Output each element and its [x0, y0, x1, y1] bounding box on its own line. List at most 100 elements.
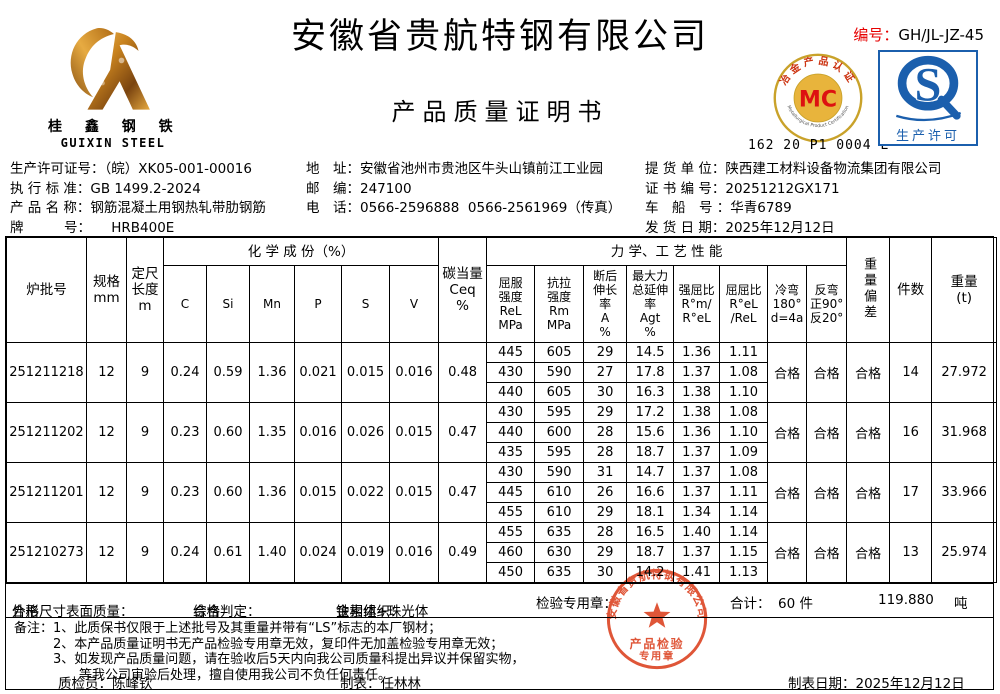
table-cell: 600: [534, 422, 585, 443]
preparer-signature: 制表：任林林: [340, 676, 421, 692]
table-cell: 28: [583, 422, 628, 443]
table-cell: 1.14: [719, 522, 769, 543]
info-label: 提 货 单 位：: [645, 161, 726, 177]
table-cell: 合格: [767, 402, 808, 463]
header-cold-bend: 冷弯 180° d=4a: [767, 265, 808, 343]
table-cell: 0.23: [163, 402, 207, 463]
header-pieces: 件数: [889, 237, 933, 343]
info-label: 生产许可证号：: [10, 161, 105, 177]
info-value: 20251212GX171: [725, 180, 840, 197]
table-cell: 9: [126, 342, 164, 403]
table-cell: 610: [534, 482, 585, 503]
table-cell: 17: [889, 462, 933, 523]
header-ceq: 碳当量 Ceq %: [438, 237, 488, 343]
table-cell: 14.2: [626, 562, 675, 583]
header-chem-Si: Si: [206, 265, 250, 343]
table-row: 251211202 12 9 0.23 0.60 1.35 0.016 0.026 0.015 0…: [6, 402, 998, 463]
table-cell: 0.015: [341, 342, 390, 403]
qs-badge-icon: S: [895, 55, 962, 122]
table-cell: 1.40: [249, 522, 295, 583]
table-cell: 15.6: [626, 422, 675, 443]
header-reverse-bend: 反弯 正90° 反20°: [806, 265, 848, 343]
table-cell: 12: [86, 342, 127, 403]
summary-row: 外形尺寸表面质量： 合格 综合判定： 合格 金相组织： 铁素体+珠光体 检验专用章： …: [6, 583, 993, 620]
table-row: 251210273 12 9 0.24 0.61 1.40 0.024 0.019 0.016 0…: [6, 522, 998, 583]
table-cell: 440: [486, 422, 536, 443]
table-cell: 0.60: [206, 462, 250, 523]
info-value: 陕西建工材料设备物流集团有限公司: [725, 161, 942, 177]
table-cell: 12: [86, 522, 127, 583]
mc-badge-code: 162 20 P1 0004 L: [748, 138, 890, 153]
table-row: 440 605 30 16.3 1.38 1.10: [7, 382, 997, 403]
info-column-middle: 地 址：安徽省池州市贵池区牛头山镇前江工业园 邮 编：247100 电 话：05…: [306, 160, 621, 219]
info-row-phone: 电 话：0566-2596888 0566-2561969（传真）: [306, 199, 621, 219]
table-cell: 17.8: [626, 362, 675, 383]
table-cell: 16.3: [626, 382, 675, 403]
table-cell: 14: [889, 342, 933, 403]
table-cell: 0.022: [341, 462, 390, 523]
table-cell: 1.37: [673, 442, 721, 463]
serial-number: 编号：GH/JL-JZ-45: [853, 24, 984, 45]
table-cell: 1.36: [673, 342, 721, 363]
table-cell: 605: [534, 382, 585, 403]
table-row: 445 610 26 16.6 1.37 1.11: [7, 482, 997, 503]
table-cell: 14.5: [626, 342, 675, 363]
header-yield-ratio: 屈屈比 R°eL /ReL: [719, 265, 769, 343]
table-cell: 1.35: [249, 402, 295, 463]
table-cell: 12: [86, 402, 127, 463]
info-label: 邮 编：: [306, 180, 360, 197]
info-row-ship-date: 发 货 日 期：2025年12月12日: [645, 219, 941, 239]
table-cell: 29: [583, 342, 628, 363]
header-weight-deviation: 重量偏差: [846, 237, 891, 343]
info-value: GB 1499.2-2024: [90, 180, 201, 197]
info-row-grade: 牌 号： HRB400E: [10, 219, 266, 239]
table-row: 251211201 12 9 0.23 0.60 1.36 0.015 0.022 0.015 0…: [6, 462, 998, 523]
header-chem-Mn: Mn: [249, 265, 295, 343]
table-body: 251211218 12 9 0.24 0.59 1.36 0.021 0.015 0.016 0…: [6, 342, 998, 583]
serial-label: 编号：: [853, 26, 899, 44]
inspector-signature: 质检员：陈峰钦: [58, 676, 153, 692]
inspection-stamp-label: 检验专用章：: [536, 596, 617, 612]
certificate-table-box: 炉批号 规格 mm 定尺 长度 m 化 学 成 份（%） 碳当量 Ceq % 力…: [5, 236, 998, 690]
table-cell: 18.7: [626, 542, 675, 563]
info-row-vehicle: 车 船 号 ：华青6789: [645, 199, 941, 219]
mc-certification-badge: 冶金产品认证 Metallurgical Product Certificati…: [772, 52, 864, 148]
table-cell: 0.49: [438, 522, 488, 583]
header-chemistry-group: 化 学 成 份（%）: [162, 237, 440, 266]
table-cell: 合格: [767, 522, 808, 583]
table-cell: 0.019: [341, 522, 390, 583]
table-cell: 610: [534, 502, 585, 523]
header-spec: 规格 mm: [86, 237, 127, 343]
table-cell: 1.36: [249, 462, 295, 523]
table-cell: 590: [534, 462, 585, 483]
table-cell: 430: [486, 362, 536, 383]
guixin-logo-icon: [70, 28, 150, 110]
table-cell: 16.6: [626, 482, 675, 503]
header-length: 定尺 长度 m: [126, 237, 164, 343]
table-cell: 合格: [806, 522, 848, 583]
table-cell: 9: [126, 402, 164, 463]
info-row-license: 生产许可证号：（皖）XK05-001-00016: [10, 160, 266, 180]
table-cell: 1.11: [719, 482, 769, 503]
table-cell: 30: [583, 382, 628, 403]
table-cell: 0.48: [438, 342, 488, 403]
table-cell: 1.37: [673, 482, 721, 503]
header-chem-C: C: [163, 265, 207, 343]
table-cell: 635: [534, 522, 585, 543]
table-cell: 460: [486, 542, 536, 563]
info-row-standard: 执 行 标 准：GB 1499.2-2024: [10, 180, 266, 200]
table-cell: 合格: [806, 342, 848, 403]
table-cell: 1.11: [719, 342, 769, 363]
header-total-elongation: 最大力 总延伸 率 Agt %: [626, 265, 675, 343]
table-cell: 1.09: [719, 442, 769, 463]
info-column-left: 生产许可证号：（皖）XK05-001-00016 执 行 标 准：GB 1499…: [10, 160, 266, 238]
table-cell: 合格: [846, 462, 891, 523]
table-cell: 0.016: [388, 522, 440, 583]
header-weight: 重量 (t): [931, 237, 998, 343]
total-label: 合计：: [730, 596, 771, 612]
qs-glyph-text: S: [915, 58, 942, 111]
header-strength-ratio: 强屈比 R°m/ R°eL: [673, 265, 721, 343]
table-cell: 0.24: [163, 522, 207, 583]
table-cell: 29: [583, 542, 628, 563]
